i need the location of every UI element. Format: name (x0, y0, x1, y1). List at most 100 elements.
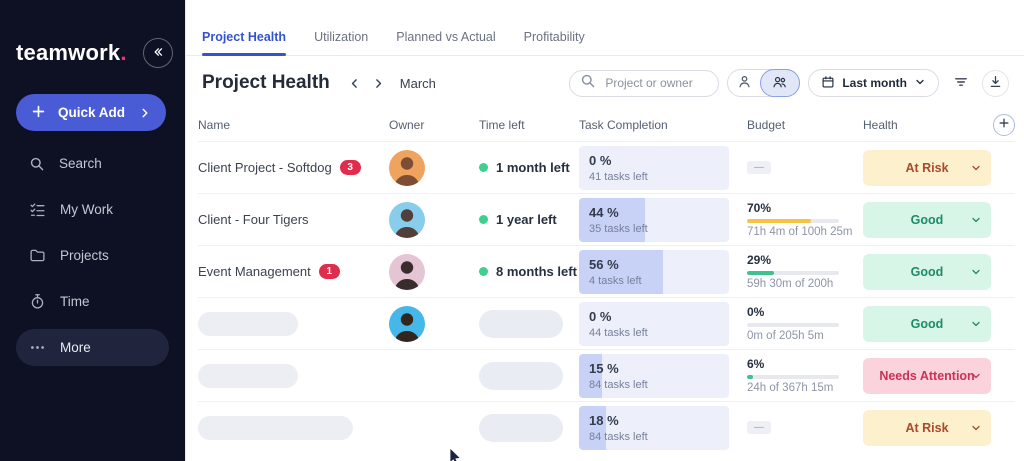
search-icon (580, 73, 596, 94)
search-input[interactable] (603, 75, 709, 91)
main-content: Project Health Utilization Planned vs Actu… (185, 0, 1024, 461)
health-status-select[interactable]: At Risk (863, 409, 991, 446)
table-row[interactable]: Client - Four Tigers 1 year left 44 % 35 ta… (198, 193, 1015, 245)
table-row[interactable]: 15 % 84 tasks left 6% 24h of 367h 15m Needs … (198, 349, 1015, 401)
tab-planned-vs-actual[interactable]: Planned vs Actual (396, 30, 496, 44)
table-row[interactable]: Client Project - Softdog 3 1 month left 0 %… (198, 141, 1015, 193)
teamwork-logo: teamwork. (16, 40, 127, 65)
budget-cell: 6% 24h of 367h 15m (747, 357, 863, 394)
health-status-label: At Risk (905, 420, 949, 435)
budget-empty: — (747, 161, 771, 174)
search-icon (29, 156, 45, 172)
export-button[interactable] (982, 69, 1009, 97)
tasks-left: 4 tasks left (589, 274, 642, 287)
owner-avatar[interactable] (389, 305, 425, 342)
tasks-left: 41 tasks left (589, 170, 648, 183)
project-name-label: Event Management (198, 264, 311, 279)
health-status-label: Good (910, 212, 944, 227)
column-header-time-left: Time left (479, 117, 525, 132)
time-left-skeleton (479, 361, 563, 390)
health-col: At Risk (863, 409, 993, 446)
next-month-button[interactable] (370, 75, 387, 92)
name-col (198, 415, 389, 440)
budget-bar (747, 323, 839, 327)
period-label: March (399, 75, 436, 91)
time-left-col: 8 months left (479, 264, 579, 279)
tasks-left: 44 tasks left (589, 326, 648, 339)
budget-cell: — (747, 421, 863, 434)
sidebar-item-search[interactable]: Search (16, 145, 169, 182)
budget-percent: 6% (747, 357, 765, 371)
tab-profitability[interactable]: Profitability (523, 30, 585, 44)
report-tabs: Project Health Utilization Planned vs Actu… (186, 30, 1024, 56)
sidebar: teamwork. Quick Add Search My Work Project… (0, 0, 185, 461)
project-name[interactable]: Client Project - Softdog 3 (198, 160, 389, 175)
health-status-select[interactable]: Needs Attention (863, 357, 991, 394)
tab-project-health[interactable]: Project Health (202, 30, 287, 56)
budget-empty: — (747, 421, 771, 434)
task-completion-cell: 0 % 41 tasks left (579, 145, 729, 190)
table-body: Client Project - Softdog 3 1 month left 0 %… (198, 141, 1015, 453)
sidebar-item-my-work[interactable]: My Work (16, 191, 169, 228)
health-col: Good (863, 253, 993, 290)
table-row[interactable]: Event Management 1 8 months left 56 % 4 task… (198, 245, 1015, 297)
health-col: At Risk (863, 149, 993, 186)
completion-percent: 0 % (589, 152, 612, 168)
person-view-toggle[interactable] (728, 70, 761, 96)
group-view-toggle[interactable] (760, 69, 801, 97)
name-col (198, 311, 389, 336)
stopwatch-icon (29, 293, 46, 310)
budget-cell: 0% 0m of 205h 5m (747, 305, 863, 342)
sidebar-item-more[interactable]: More (16, 329, 169, 366)
add-column-button[interactable] (993, 113, 1015, 136)
tab-utilization[interactable]: Utilization (314, 30, 369, 44)
calendar-icon (821, 75, 835, 92)
budget-col: 6% 24h of 367h 15m (747, 357, 863, 394)
name-col (198, 363, 389, 388)
date-range-dropdown[interactable]: Last month (808, 69, 939, 97)
task-completion-cell: 15 % 84 tasks left (579, 353, 729, 398)
health-status-select[interactable]: Good (863, 253, 991, 290)
page-title: Project Health (202, 72, 330, 93)
health-status-select[interactable]: At Risk (863, 149, 991, 186)
budget-hours: 0m of 205h 5m (747, 330, 824, 342)
budget-col: 0% 0m of 205h 5m (747, 305, 863, 342)
chevron-down-icon (970, 266, 982, 278)
tasks-left: 84 tasks left (589, 430, 648, 443)
prev-month-button[interactable] (346, 75, 363, 92)
completion-col: 15 % 84 tasks left (579, 353, 747, 398)
quick-add-button[interactable]: Quick Add (16, 94, 166, 131)
time-left: 1 year left (479, 212, 579, 227)
health-status-select[interactable]: Good (863, 201, 991, 238)
health-status-select[interactable]: Good (863, 305, 991, 342)
filter-button[interactable] (947, 70, 974, 97)
sidebar-item-label: Projects (60, 248, 109, 263)
table-row[interactable]: 18 % 84 tasks left — At Risk (198, 401, 1015, 453)
owner-avatar[interactable] (389, 201, 425, 238)
group-icon (772, 74, 788, 93)
name-skeleton (198, 311, 298, 336)
name-col: Event Management 1 (198, 264, 389, 279)
double-chevron-left-icon (151, 45, 165, 62)
sidebar-item-projects[interactable]: Projects (16, 237, 169, 274)
sidebar-collapse-button[interactable] (143, 38, 173, 68)
search-box (569, 69, 720, 97)
budget-percent: 0% (747, 305, 765, 319)
owner-avatar[interactable] (389, 253, 425, 290)
table-row[interactable]: 0 % 44 tasks left 0% 0m of 205h 5m Good (198, 297, 1015, 349)
chevron-down-icon (914, 76, 926, 91)
chevron-down-icon (970, 162, 982, 174)
notification-badge: 3 (339, 160, 361, 175)
budget-percent: 29% (747, 253, 772, 267)
owner-avatar[interactable] (389, 149, 425, 186)
sidebar-item-label: More (60, 340, 91, 355)
completion-percent: 0 % (589, 308, 612, 324)
project-name[interactable]: Client - Four Tigers (198, 212, 389, 227)
completion-progress-fill (579, 249, 663, 294)
chevron-right-icon (139, 107, 151, 119)
project-name[interactable]: Event Management 1 (198, 264, 389, 279)
sidebar-item-time[interactable]: Time (16, 283, 169, 320)
logo-dot: . (120, 40, 127, 65)
name-col: Client - Four Tigers (198, 212, 389, 227)
page-header: Project Health March Last month (186, 56, 1024, 108)
